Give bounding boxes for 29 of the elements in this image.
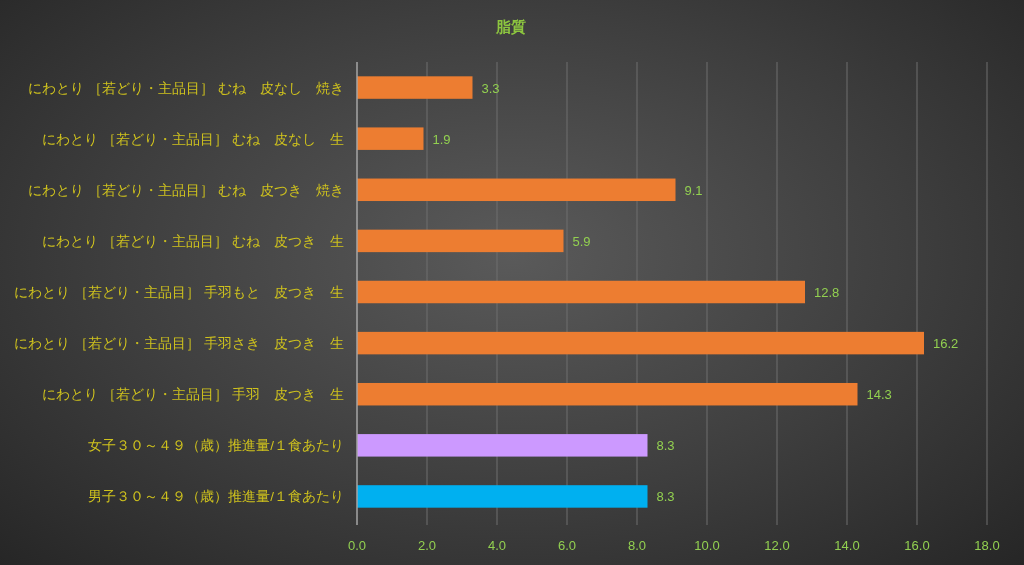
x-tick-label: 16.0	[904, 538, 930, 553]
data-label: 8.3	[656, 438, 675, 454]
y-tick-label: にわとり ［若どり・主品目］ むね 皮なし 生	[42, 131, 344, 147]
data-label: 9.1	[684, 182, 703, 198]
data-label: 8.3	[656, 489, 675, 505]
chart-title: 脂質	[495, 18, 526, 36]
y-tick-label: にわとり ［若どり・主品目］ 手羽もと 皮つき 生	[14, 285, 344, 300]
data-label: 14.3	[866, 387, 892, 403]
data-label: 5.9	[572, 233, 591, 249]
x-tick-label: 2.0	[417, 538, 437, 553]
data-label: 16.2	[933, 336, 959, 352]
x-tick-label: 6.0	[557, 538, 577, 553]
y-tick-label: にわとり ［若どり・主品目］ 手羽 皮つき 生	[42, 387, 344, 403]
data-label: 1.9	[432, 131, 451, 147]
x-tick-label: 14.0	[834, 538, 860, 553]
x-tick-label: 0.0	[347, 538, 367, 553]
x-tick-label: 18.0	[974, 538, 1000, 553]
x-tick-label: 8.0	[627, 538, 647, 553]
y-tick-label: 女子３０～４９（歳）推進量/１食あたり	[88, 438, 344, 454]
x-tick-label: 10.0	[694, 538, 720, 553]
data-label: 12.8	[814, 285, 840, 300]
data-label: 3.3	[481, 80, 500, 96]
y-tick-label: にわとり ［若どり・主品目］ むね 皮つき 生	[42, 233, 344, 249]
x-tick-label: 12.0	[764, 538, 790, 553]
y-tick-label: にわとり ［若どり・主品目］ むね 皮つき 焼き	[28, 182, 344, 198]
y-tick-label: にわとり ［若どり・主品目］ 手羽さき 皮つき 生	[14, 336, 344, 352]
x-tick-label: 4.0	[487, 538, 507, 553]
y-tick-label: 男子３０～４９（歳）推進量/１食あたり	[88, 489, 344, 505]
y-tick-label: にわとり ［若どり・主品目］ むね 皮なし 焼き	[28, 80, 344, 96]
